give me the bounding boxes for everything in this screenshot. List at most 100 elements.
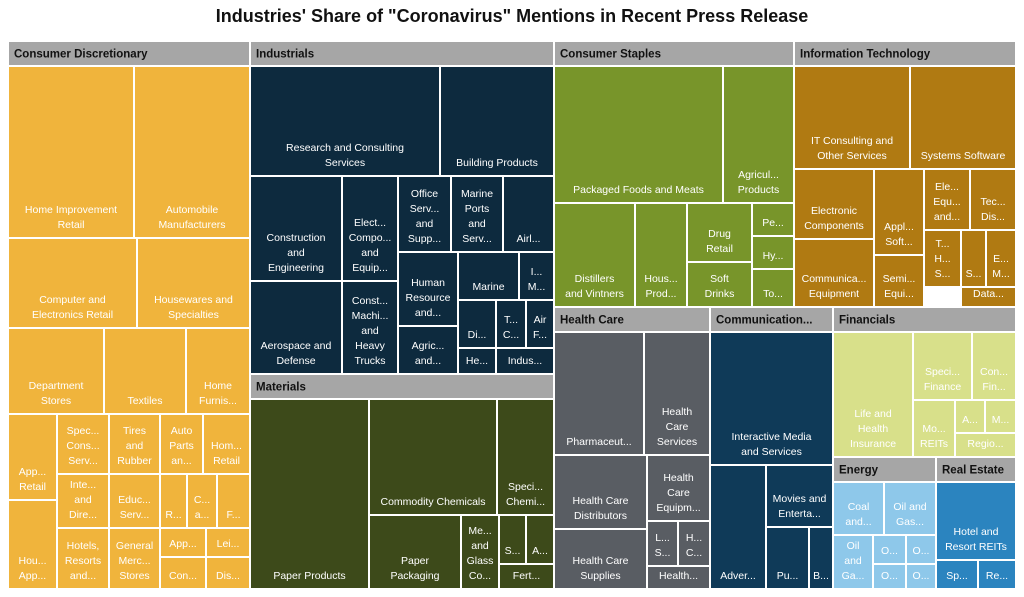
tile-label-health-care-6: Health Care Supplies bbox=[572, 555, 628, 582]
tile-label-industrials-6: Airl... bbox=[517, 233, 541, 245]
tile-label-consumer-discretionary-21: Lei... bbox=[217, 538, 240, 550]
group-information-technology: Information Technology IT Consulting and O… bbox=[793, 40, 1017, 308]
tile-label-energy-1: Oil and Gas... bbox=[893, 501, 926, 528]
tile-financials-5 bbox=[984, 399, 1017, 434]
tile-label-energy-4: O... bbox=[913, 545, 930, 557]
tile-label-industrials-7: Human Resource and... bbox=[406, 277, 451, 319]
tile-label-information-technology-9: Communica... Equipment bbox=[802, 273, 867, 300]
tile-communication-3 bbox=[765, 526, 810, 590]
tile-label-energy-3: O... bbox=[881, 545, 898, 557]
tile-label-materials-0: Paper Products bbox=[273, 570, 345, 582]
tile-energy-0 bbox=[832, 481, 885, 536]
tile-label-materials-4: Me... and Glass Co... bbox=[467, 525, 494, 582]
group-communication: Communication... Interactive Media and Ser… bbox=[709, 306, 834, 590]
group-header-label-real-estate: Real Estate bbox=[942, 465, 1004, 477]
tile-label-energy-6: O... bbox=[913, 570, 930, 582]
tile-information-technology-9 bbox=[793, 238, 875, 308]
tile-label-information-technology-1: Systems Software bbox=[921, 150, 1006, 162]
tile-label-materials-5: S... bbox=[505, 545, 521, 557]
tile-label-information-technology-5: Tec... Dis... bbox=[980, 196, 1005, 223]
group-materials: Materials Paper Products Commodity Chemica… bbox=[249, 373, 555, 590]
tile-label-energy-5: O... bbox=[881, 570, 898, 582]
tile-label-industrials-16: He... bbox=[466, 355, 488, 367]
tile-label-industrials-4: Office Serv... and Supp... bbox=[408, 188, 441, 245]
tile-label-consumer-staples-5: Pe... bbox=[762, 217, 784, 229]
tile-label-energy-0: Coal and... bbox=[845, 501, 871, 528]
tile-label-consumer-staples-7: Soft Drinks bbox=[705, 273, 735, 300]
tile-energy-6 bbox=[905, 563, 937, 590]
tile-label-industrials-10: Aerospace and Defense bbox=[261, 340, 332, 367]
tile-label-consumer-staples-1: Agricul... Products bbox=[738, 169, 779, 196]
tile-information-technology-10 bbox=[873, 254, 925, 308]
tile-label-materials-7: Fert... bbox=[513, 570, 540, 582]
tile-label-consumer-discretionary-5: Textiles bbox=[127, 395, 162, 407]
tile-label-industrials-15: Agric... and... bbox=[412, 340, 445, 367]
tile-label-health-care-3: Health Care Equipm... bbox=[656, 472, 700, 514]
tile-label-consumer-discretionary-6: Home Furnis... bbox=[199, 380, 237, 407]
tile-label-information-technology-3: Appl... Soft... bbox=[884, 221, 914, 248]
tile-real-estate-2 bbox=[977, 559, 1017, 590]
tile-health-care-6 bbox=[553, 528, 648, 590]
tile-industrials-7 bbox=[397, 251, 459, 327]
tile-label-consumer-staples-2: Distillers and Vintners bbox=[565, 273, 624, 300]
tile-information-technology-6 bbox=[923, 229, 962, 288]
tile-energy-2 bbox=[832, 534, 874, 590]
group-consumer-staples: Consumer Staples Packaged Foods and Meats… bbox=[553, 40, 795, 308]
group-header-label-industrials: Industrials bbox=[256, 49, 314, 61]
tile-label-consumer-discretionary-2: Computer and Electronics Retail bbox=[32, 294, 113, 321]
tile-materials-3 bbox=[368, 514, 462, 590]
tile-label-health-care-4: L... S... bbox=[655, 532, 671, 559]
group-header-label-materials: Materials bbox=[256, 382, 306, 394]
tile-label-consumer-discretionary-1: Automobile Manufacturers bbox=[158, 204, 225, 231]
tile-label-materials-2: Speci... Chemi... bbox=[506, 481, 545, 508]
tile-industrials-1 bbox=[439, 65, 555, 177]
group-header-label-health-care: Health Care bbox=[560, 315, 624, 327]
tile-label-industrials-17: Indus... bbox=[508, 355, 542, 367]
tile-consumer-discretionary-18 bbox=[56, 527, 110, 590]
tile-label-health-care-2: Health Care Distributors bbox=[572, 495, 628, 522]
tile-communication-0 bbox=[709, 331, 834, 466]
tile-label-financials-1: Speci... Finance bbox=[924, 366, 962, 393]
tile-label-consumer-staples-0: Packaged Foods and Meats bbox=[573, 184, 704, 196]
tile-label-consumer-discretionary-3: Housewares and Specialties bbox=[154, 294, 233, 321]
tile-industrials-15 bbox=[397, 325, 459, 375]
tile-label-consumer-discretionary-12: Inte... and Dire... bbox=[69, 479, 97, 521]
tile-consumer-staples-4 bbox=[686, 202, 753, 263]
tile-label-industrials-13: T... C... bbox=[503, 314, 519, 341]
tile-label-information-technology-11: Data... bbox=[973, 288, 1004, 300]
group-consumer-discretionary: Consumer Discretionary Home Improvement Re… bbox=[7, 40, 251, 590]
tile-consumer-discretionary-23 bbox=[205, 556, 251, 590]
group-header-health-care bbox=[553, 306, 711, 333]
tile-label-consumer-discretionary-0: Home Improvement Retail bbox=[25, 204, 117, 231]
tile-consumer-discretionary-17 bbox=[7, 499, 58, 590]
tile-consumer-staples-1 bbox=[722, 65, 795, 204]
group-header-label-energy: Energy bbox=[839, 465, 879, 477]
tile-label-consumer-discretionary-9: Tires and Rubber bbox=[117, 425, 152, 467]
tile-industrials-11 bbox=[341, 280, 399, 375]
tile-energy-3 bbox=[872, 534, 907, 565]
tile-label-health-care-7: Health... bbox=[659, 570, 698, 582]
tile-label-consumer-discretionary-8: Spec... Cons... Serv... bbox=[66, 425, 99, 467]
chart-title: Industries' Share of "Coronavirus" Menti… bbox=[215, 6, 809, 26]
tile-label-information-technology-0: IT Consulting and Other Services bbox=[811, 135, 893, 162]
tile-label-consumer-discretionary-13: Educ... Serv... bbox=[118, 494, 151, 521]
tile-information-technology-2 bbox=[793, 168, 875, 240]
tile-label-materials-1: Commodity Chemicals bbox=[380, 496, 485, 508]
tile-label-real-estate-0: Hotel and Resort REITs bbox=[945, 526, 1007, 553]
tile-label-communication-4: B... bbox=[813, 570, 829, 582]
tile-health-care-5 bbox=[677, 520, 711, 567]
tile-consumer-staples-5 bbox=[751, 202, 795, 237]
tile-label-real-estate-1: Sp... bbox=[946, 570, 968, 582]
tile-label-health-care-1: Health Care Services bbox=[657, 406, 697, 448]
tile-label-consumer-discretionary-20: App... bbox=[169, 538, 196, 550]
tile-consumer-discretionary-11 bbox=[202, 413, 251, 475]
tile-label-materials-3: Paper Packaging bbox=[390, 555, 439, 582]
group-header-financials bbox=[832, 306, 1017, 333]
tile-label-health-care-0: Pharmaceut... bbox=[566, 436, 631, 448]
group-header-communication bbox=[709, 306, 834, 333]
tile-consumer-staples-0 bbox=[553, 65, 724, 204]
tile-label-financials-5: M... bbox=[992, 414, 1010, 426]
group-energy: Energy Coal and... Oil and Gas... Oil and Ga...… bbox=[832, 456, 937, 590]
tile-label-industrials-2: Construction and Engineering bbox=[267, 232, 326, 274]
tile-communication-2 bbox=[709, 464, 767, 590]
